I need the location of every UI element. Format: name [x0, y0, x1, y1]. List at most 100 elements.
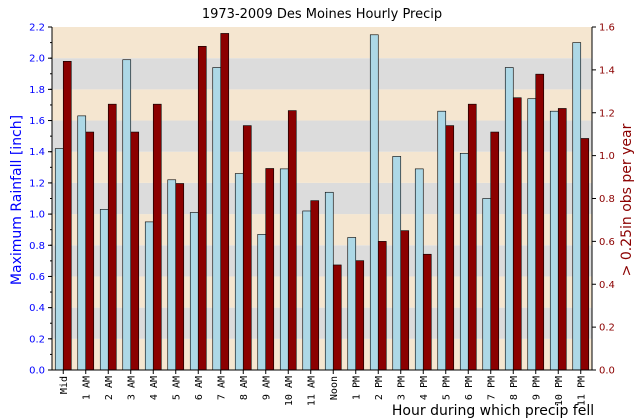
bar-obs-per-year — [467, 103, 477, 371]
bar-obs-per-year — [490, 131, 500, 371]
y-left-tick-label: 1.2 — [29, 178, 45, 189]
bar-max-rainfall — [279, 168, 289, 371]
x-tick-label: 10 PM — [554, 376, 565, 406]
bar-obs-per-year — [107, 103, 117, 371]
y-left-tick-label: 0.4 — [29, 303, 45, 314]
y-left-tick-label: 0.2 — [29, 334, 45, 345]
background-band — [52, 151, 592, 183]
bar-obs-per-year — [535, 73, 545, 371]
y-left-tick-label: 2.0 — [29, 54, 45, 65]
bar-obs-per-year — [175, 183, 185, 371]
y-right-tick-label: 1.2 — [599, 108, 615, 119]
background-band — [52, 338, 592, 370]
x-tick-label: 11 AM — [306, 376, 317, 406]
bar-obs-per-year — [377, 241, 387, 371]
y-axis-left-label: Maximum Rainfall [inch] — [9, 115, 25, 285]
background-band — [52, 27, 592, 59]
bar-max-rainfall — [347, 237, 357, 371]
x-tick-label: 2 AM — [104, 376, 115, 400]
bar-max-rainfall — [212, 67, 222, 371]
x-tick-label: 2 PM — [374, 376, 385, 400]
background-band — [52, 276, 592, 308]
x-tick-label: 4 PM — [419, 376, 430, 400]
bar-obs-per-year — [445, 125, 455, 371]
bar-max-rainfall — [257, 234, 267, 371]
x-tick-label: 8 AM — [239, 376, 250, 400]
y-right-tick-label: 0.6 — [599, 237, 615, 248]
y-right-tick-label: 0.2 — [599, 323, 615, 334]
bar-obs-per-year — [400, 230, 410, 371]
bar-max-rainfall — [527, 98, 537, 371]
bar-max-rainfall — [324, 191, 334, 371]
bar-obs-per-year — [197, 45, 207, 371]
background-band — [52, 120, 592, 152]
x-tick-label: 1 PM — [351, 376, 362, 400]
background-bands — [52, 27, 592, 370]
x-tick-label: 4 AM — [149, 376, 160, 400]
x-tick-label: 10 AM — [284, 376, 295, 406]
bar-max-rainfall — [482, 198, 492, 371]
x-tick-label: 5 AM — [171, 376, 182, 400]
bar-obs-per-year — [557, 108, 567, 371]
bar-max-rainfall — [77, 115, 87, 371]
bar-obs-per-year — [287, 110, 297, 371]
bar-max-rainfall — [234, 173, 244, 371]
x-tick-label: Noon — [329, 376, 340, 400]
y-axis-right-label: > 0.25in obs per year — [619, 123, 635, 276]
x-tick-label: 7 AM — [216, 376, 227, 400]
x-tick-label: 6 AM — [194, 376, 205, 400]
background-band — [52, 214, 592, 246]
y-right-tick-label: 1.6 — [599, 23, 615, 34]
bar-obs-per-year — [85, 131, 95, 371]
y-left-tick-label: 1.6 — [29, 116, 45, 127]
bar-obs-per-year — [265, 168, 275, 371]
bar-max-rainfall — [459, 152, 469, 371]
x-tick-label: 7 PM — [486, 376, 497, 400]
bar-max-rainfall — [437, 110, 447, 371]
y-right-tick-label: 0.0 — [599, 366, 615, 377]
bar-obs-per-year — [580, 138, 590, 371]
bar-obs-per-year — [220, 33, 230, 371]
bar-obs-per-year — [512, 97, 522, 371]
background-band — [52, 245, 592, 277]
bar-obs-per-year — [355, 260, 365, 371]
bar-max-rainfall — [369, 34, 379, 371]
bar-obs-per-year — [310, 200, 320, 371]
bar-obs-per-year — [242, 125, 252, 371]
bars — [54, 33, 590, 371]
bar-obs-per-year — [422, 253, 432, 371]
ticks: 0.0 0.2 0.4 0.6 0.8 1.0 1.2 1.4 1.6 1.8 2.0 2.2 0.0 0… — [29, 23, 615, 407]
y-left-tick-label: 0.6 — [29, 272, 45, 283]
background-band — [52, 182, 592, 215]
y-left-tick-label: 1.8 — [29, 85, 45, 96]
x-tick-label: 5 PM — [441, 376, 452, 400]
y-left-tick-label: 2.2 — [29, 23, 45, 34]
bar-max-rainfall — [414, 168, 424, 371]
chart-title: 1973-2009 Des Moines Hourly Precip — [202, 7, 442, 22]
x-tick-label: 9 PM — [531, 376, 542, 400]
background-band — [52, 89, 592, 121]
x-tick-label: Mid — [59, 376, 70, 394]
y-right-tick-label: 1.4 — [599, 65, 615, 76]
y-left-tick-label: 0.8 — [29, 241, 45, 252]
x-tick-label: 6 PM — [464, 376, 475, 400]
background-band — [52, 307, 592, 339]
bar-max-rainfall — [189, 212, 199, 371]
x-tick-label: 1 AM — [81, 376, 92, 400]
x-axis-label: Hour during which precip fell — [392, 403, 594, 419]
background-band — [52, 58, 592, 90]
bar-obs-per-year — [62, 60, 72, 371]
bar-max-rainfall — [54, 148, 64, 371]
y-left-tick-label: 0.0 — [29, 366, 45, 377]
bar-max-rainfall — [572, 42, 582, 371]
y-left-tick-label: 1.0 — [29, 210, 45, 221]
y-left-tick-label: 1.4 — [29, 147, 45, 158]
bar-max-rainfall — [549, 110, 559, 371]
x-tick-label: 3 AM — [126, 376, 137, 400]
bar-obs-per-year — [130, 131, 140, 371]
bar-max-rainfall — [122, 59, 132, 371]
bar-max-rainfall — [504, 67, 514, 371]
y-right-tick-label: 0.4 — [599, 280, 615, 291]
bar-max-rainfall — [167, 179, 177, 371]
